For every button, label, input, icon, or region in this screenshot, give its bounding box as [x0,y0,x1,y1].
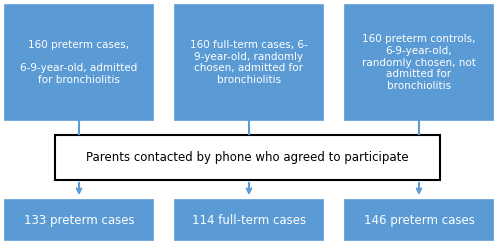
FancyBboxPatch shape [175,5,323,120]
Text: 160 preterm cases,

6-9-year-old, admitted
for bronchiolitis: 160 preterm cases, 6-9-year-old, admitte… [20,40,138,85]
Text: 114 full-term cases: 114 full-term cases [192,213,306,226]
Text: 146 preterm cases: 146 preterm cases [364,213,474,226]
Text: Parents contacted by phone who agreed to participate: Parents contacted by phone who agreed to… [86,151,409,164]
FancyBboxPatch shape [345,5,493,120]
FancyBboxPatch shape [345,200,493,240]
Text: 133 preterm cases: 133 preterm cases [24,213,134,226]
Text: 160 preterm controls,
6-9-year-old,
randomly chosen, not
admitted for
bronchioli: 160 preterm controls, 6-9-year-old, rand… [362,34,476,91]
FancyBboxPatch shape [55,135,440,180]
FancyBboxPatch shape [5,5,153,120]
FancyBboxPatch shape [175,200,323,240]
FancyBboxPatch shape [5,200,153,240]
Text: 160 full-term cases, 6-
9-year-old, randomly
chosen, admitted for
bronchiolitis: 160 full-term cases, 6- 9-year-old, rand… [190,40,308,85]
